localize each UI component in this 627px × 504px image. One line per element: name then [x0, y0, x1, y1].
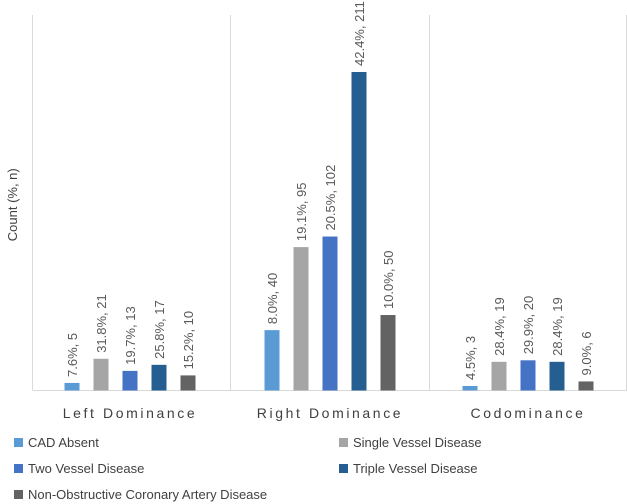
data-label: 42.4%, 211: [352, 1, 367, 66]
data-label: 29.9%, 20: [521, 296, 536, 355]
bar: [322, 236, 338, 391]
bar: [520, 360, 536, 391]
bar: [351, 72, 367, 391]
bar: [491, 361, 507, 391]
data-label: 28.4%, 19: [550, 297, 565, 356]
y-axis-label: Count (%, n): [5, 168, 20, 241]
data-label: 28.4%, 19: [492, 297, 507, 356]
category-label: Codominance: [471, 405, 586, 421]
bar: [264, 330, 280, 391]
data-label: 19.7%, 13: [123, 306, 138, 365]
bar: [549, 361, 565, 391]
data-label: 9.0%, 6: [579, 331, 594, 375]
data-label: 7.6%, 5: [65, 333, 80, 377]
data-label: 19.1%, 95: [294, 183, 309, 242]
data-label: 25.8%, 17: [152, 300, 167, 359]
bar: [462, 385, 478, 391]
bar: [151, 364, 167, 391]
data-label: 10.0%, 50: [381, 250, 396, 309]
data-label: 15.2%, 10: [181, 311, 196, 370]
bar: [293, 247, 309, 391]
bar: [180, 375, 196, 391]
data-label: 4.5%, 3: [463, 336, 478, 380]
bar: [122, 370, 138, 391]
bar: [380, 315, 396, 391]
data-label: 20.5%, 102: [323, 165, 338, 231]
bar: [93, 358, 109, 391]
data-label: 8.0%, 40: [265, 273, 280, 324]
bar: [64, 382, 80, 391]
category-label: Left Dominance: [63, 405, 197, 421]
data-label: 31.8%, 21: [94, 294, 109, 353]
bar: [578, 381, 594, 391]
category-label: Right Dominance: [257, 405, 403, 421]
